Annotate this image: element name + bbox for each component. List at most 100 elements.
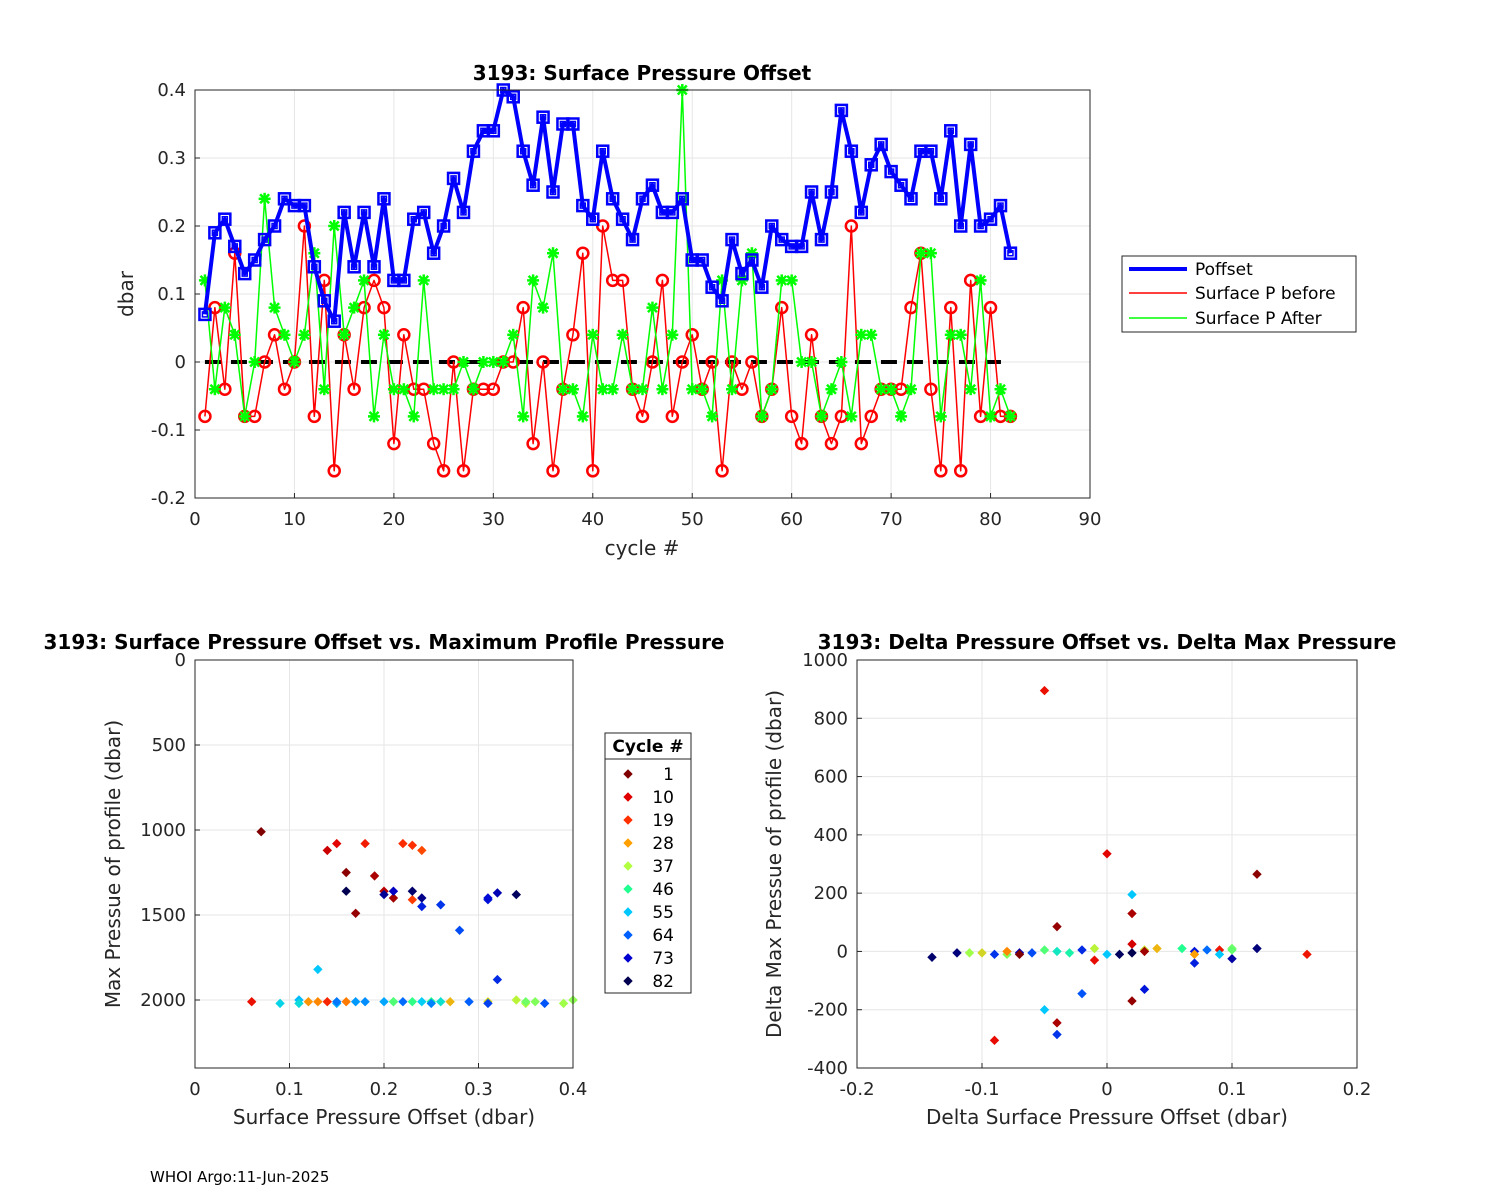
after-point bbox=[646, 301, 659, 314]
br-x-axis-label: Delta Surface Pressure Offset (dbar) bbox=[926, 1105, 1288, 1129]
before-point bbox=[705, 355, 719, 369]
before-point bbox=[924, 382, 938, 396]
top-tick-labels: 0 10 20 30 40 50 60 70 80 90 -0.2 -0.1 0 0.1 0.2 0.3 0.4 bbox=[151, 80, 1102, 530]
before-point bbox=[774, 300, 789, 315]
br-x-tick-label: 0 bbox=[1101, 1079, 1112, 1100]
after-point bbox=[636, 383, 649, 396]
after-point bbox=[934, 410, 947, 423]
before-point bbox=[854, 436, 869, 451]
poffset-point-inner bbox=[490, 127, 497, 135]
cycle-legend-marker bbox=[623, 884, 633, 894]
bl-x-tick-label: 0.3 bbox=[464, 1079, 493, 1100]
br-tick-labels: -0.2 -0.1 0 0.1 0.2 -400 -200 0 200 400 600 800 1000 bbox=[802, 650, 1371, 1100]
poffset-point-inner bbox=[350, 263, 358, 271]
poffset-point bbox=[814, 232, 829, 247]
cycle-legend-label: 55 bbox=[652, 903, 674, 923]
poffset-point bbox=[526, 178, 540, 192]
br-point bbox=[1127, 948, 1137, 958]
bl-y-tick-label: 2000 bbox=[140, 990, 186, 1011]
bl-point bbox=[407, 840, 418, 851]
br-x-tick-label: -0.2 bbox=[839, 1079, 874, 1100]
poffset-point bbox=[735, 266, 749, 281]
bl-point bbox=[294, 998, 304, 1009]
poffset-point bbox=[715, 294, 729, 308]
bl-x-tick-label: 0.4 bbox=[559, 1079, 588, 1100]
br-point bbox=[1089, 943, 1100, 954]
poffset-point bbox=[924, 144, 938, 158]
poffset-point-inner bbox=[470, 147, 477, 155]
legend-label-before: Surface P before bbox=[1195, 284, 1336, 304]
top-y-tick-label: 0.1 bbox=[157, 284, 186, 305]
bl-point bbox=[388, 996, 399, 1007]
bl-point bbox=[322, 845, 333, 856]
br-point bbox=[1052, 946, 1062, 957]
poffset-point-inner bbox=[430, 249, 437, 257]
cycle-legend-label: 19 bbox=[652, 811, 674, 831]
br-point bbox=[1114, 949, 1125, 960]
poffset-point-inner bbox=[519, 147, 527, 155]
br-point bbox=[1127, 889, 1137, 900]
br-point bbox=[1202, 945, 1212, 955]
bl-point bbox=[464, 996, 474, 1007]
after-point bbox=[218, 301, 231, 314]
cycle-legend-marker bbox=[623, 976, 633, 986]
bl-point bbox=[492, 888, 503, 898]
after-point bbox=[755, 410, 768, 423]
poffset-point-inner bbox=[410, 215, 418, 223]
before-point bbox=[377, 300, 391, 315]
bl-point bbox=[256, 826, 266, 837]
before-point bbox=[277, 382, 292, 396]
br-points bbox=[927, 685, 1312, 1046]
before-point bbox=[566, 328, 580, 342]
after-point bbox=[407, 410, 420, 423]
series-line-surface-p-before bbox=[204, 225, 1011, 472]
top-y-tick-label: 0.2 bbox=[157, 216, 186, 237]
bl-point bbox=[379, 996, 389, 1007]
cycle-legend-label: 82 bbox=[652, 972, 674, 992]
br-point bbox=[989, 949, 1000, 960]
poffset-point-inner bbox=[838, 107, 845, 114]
after-point bbox=[825, 383, 838, 396]
after-point bbox=[785, 274, 798, 287]
poffset-point bbox=[357, 205, 371, 220]
after-point bbox=[616, 328, 629, 341]
bl-point bbox=[492, 974, 503, 985]
br-point bbox=[1052, 1018, 1062, 1028]
bl-point bbox=[303, 996, 314, 1007]
cycle-legend-label: 73 bbox=[652, 949, 674, 969]
poffset-point-inner bbox=[529, 181, 537, 189]
poffset-point bbox=[486, 124, 501, 138]
poffset-point bbox=[745, 253, 759, 267]
bl-point bbox=[379, 889, 389, 900]
br-point bbox=[1027, 948, 1037, 958]
legend-label-after: Surface P After bbox=[1195, 309, 1322, 329]
bl-point bbox=[435, 900, 446, 910]
bl-point bbox=[246, 996, 257, 1007]
br-y-tick-label: -200 bbox=[807, 1000, 848, 1021]
before-point bbox=[436, 464, 451, 478]
poffset-point-inner bbox=[768, 222, 776, 230]
bl-tick-labels: 0 0.1 0.2 0.3 0.4 0 500 1000 1500 2000 bbox=[140, 650, 587, 1100]
offset-timeseries-chart: 0 10 20 30 40 50 60 70 80 90 -0.2 -0.1 0 0.1 0.2 0.3 0.4… bbox=[114, 61, 1357, 560]
br-y-tick-label: -400 bbox=[807, 1058, 848, 1079]
before-point bbox=[426, 436, 441, 451]
before-point bbox=[635, 409, 650, 424]
poffset-point bbox=[824, 185, 839, 199]
before-point bbox=[745, 355, 759, 369]
poffset-point-inner bbox=[808, 188, 815, 196]
cycle-legend-label: 64 bbox=[652, 926, 674, 946]
poffset-point-inner bbox=[708, 283, 716, 291]
before-point bbox=[198, 409, 212, 424]
cycle-legend-label: 1 bbox=[663, 765, 674, 785]
poffset-point-inner bbox=[589, 215, 597, 223]
br-point bbox=[1064, 948, 1075, 958]
poffset-point-inner bbox=[609, 195, 616, 203]
after-point bbox=[377, 328, 390, 341]
top-x-tick-label: 80 bbox=[979, 509, 1002, 530]
poffset-point-inner bbox=[758, 283, 766, 291]
bl-point bbox=[483, 893, 493, 903]
poffset-point-inner bbox=[887, 168, 895, 175]
cycle-legend-marker bbox=[623, 930, 633, 940]
poffset-point bbox=[446, 171, 461, 186]
bl-point bbox=[350, 908, 361, 919]
